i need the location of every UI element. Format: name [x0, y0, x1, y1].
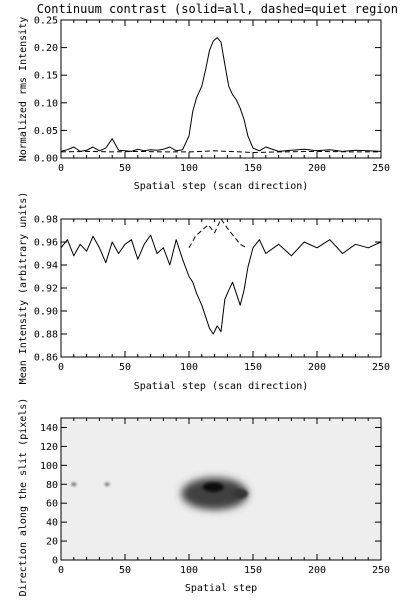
panel-2-ytick-label: 0.88 [34, 330, 58, 341]
panel-1-y-ticks: 0.00 0.05 0.10 0.15 0.20 0.25 [34, 16, 381, 165]
panel-3-ytick-label: 100 [40, 461, 58, 472]
panel-3-xtick-label: 0 [58, 565, 64, 576]
panel-2-ylabel: Mean Intensity (arbitrary units) [18, 192, 29, 385]
panel-1-xtick-label: 0 [58, 163, 64, 174]
panel-2-series-dashed-line [188, 218, 247, 249]
panel-2-ytick-label: 0.96 [34, 238, 58, 249]
panel-3-xtick-label: 250 [372, 565, 390, 576]
image-feature-1 [203, 482, 224, 492]
panel-2-ytick-label: 0.86 [34, 353, 58, 364]
panel-2-xtick-label: 150 [244, 362, 262, 373]
panel-2-series-solid-line [60, 234, 382, 335]
panel-1-xlabel: Spatial step (scan direction) [134, 181, 309, 192]
panel-1-xtick-label: 50 [119, 163, 131, 174]
panel-2-xtick-label: 250 [372, 362, 390, 373]
panel-2-ytick-label: 0.90 [34, 307, 58, 318]
panel-2-series [60, 218, 382, 335]
panel-1-xtick-label: 150 [244, 163, 262, 174]
panel-2-ytick-label: 0.94 [34, 261, 58, 272]
panel-3-ytick-label: 80 [46, 480, 58, 491]
panel-3-xtick-label: 150 [244, 565, 262, 576]
panel-3-ytick-label: 120 [40, 442, 58, 453]
panel-1-xtick-label: 250 [372, 163, 390, 174]
panel-2-xtick-label: 200 [308, 362, 326, 373]
panel-2-ytick-label: 0.98 [34, 215, 58, 226]
panel-1-ylabel: Normalized rms Intensity [18, 17, 29, 162]
image-features [71, 477, 248, 510]
panel-1-ytick-label: 0.20 [34, 43, 58, 54]
figure-title: Continuum contrast (solid=all, dashed=qu… [37, 2, 400, 16]
panel-3-xtick-label: 100 [180, 565, 198, 576]
panel-3-ytick-label: 140 [40, 423, 58, 434]
panel-3-xtick-label: 50 [119, 565, 131, 576]
image-feature-4 [104, 482, 110, 487]
panel-1-ytick-label: 0.05 [34, 126, 58, 137]
panel-1-ytick-label: 0.15 [34, 71, 58, 82]
panel-3-ytick-label: 60 [46, 499, 58, 510]
panel-2-xtick-label: 50 [119, 362, 131, 373]
panel-3-ytick-label: 20 [46, 537, 58, 548]
panel-2-xtick-label: 100 [180, 362, 198, 373]
image-feature-3 [71, 482, 77, 487]
panel-1-frame [60, 19, 382, 159]
panel-2-xlabel: Spatial step (scan direction) [134, 381, 309, 392]
panel-3-ylabel: Direction along the slit (pixels) [18, 398, 29, 597]
panel-2-xtick-label: 0 [58, 362, 64, 373]
panel-1-series [60, 37, 382, 153]
image-feature-0 [181, 477, 248, 510]
panel-3-ytick-label: 0 [52, 556, 58, 567]
panel-3-xtick-label: 200 [308, 565, 326, 576]
panel-3-xlabel: Spatial step [185, 583, 257, 594]
panel-3-y-ticks: 0 20 40 60 80 100 120 140 [40, 423, 381, 567]
panel-2-ytick-label: 0.92 [34, 284, 58, 295]
panel-2-x-ticks: 0 50 100 150 200 250 [58, 219, 390, 373]
panel-3-ytick-label: 40 [46, 518, 58, 529]
panel-1-xtick-label: 100 [180, 163, 198, 174]
panel-1-series-solid-line [60, 37, 382, 152]
panel-2-mean: 0 50 100 150 200 250 0.86 0.88 0.90 0.92 0.94 0.96… [18, 192, 390, 392]
panel-2-frame [60, 218, 382, 358]
panel-1-ytick-label: 0.25 [34, 16, 58, 27]
panel-3-frame [60, 417, 382, 561]
image-feature-2 [232, 489, 248, 499]
panel-1-x-ticks: 0 50 100 150 200 250 [58, 20, 390, 174]
panel-2-y-ticks: 0.86 0.88 0.90 0.92 0.94 0.96 0.98 [34, 215, 381, 364]
panel-1-ytick-label: 0.00 [34, 154, 58, 165]
panel-1-series-dashed-line [60, 150, 381, 153]
panel-1-xtick-label: 200 [308, 163, 326, 174]
panel-1-ytick-label: 0.10 [34, 98, 58, 109]
panel-1-rms: 0 50 100 150 200 250 0.00 0.05 0.10 0.15 0.20 0.25… [18, 16, 390, 193]
panel-3-x-ticks: 0 50 100 150 200 250 [58, 418, 390, 576]
panel-3-image: 0 50 100 150 200 250 0 20 40 60 80 100 120 140 Spati… [18, 398, 390, 597]
